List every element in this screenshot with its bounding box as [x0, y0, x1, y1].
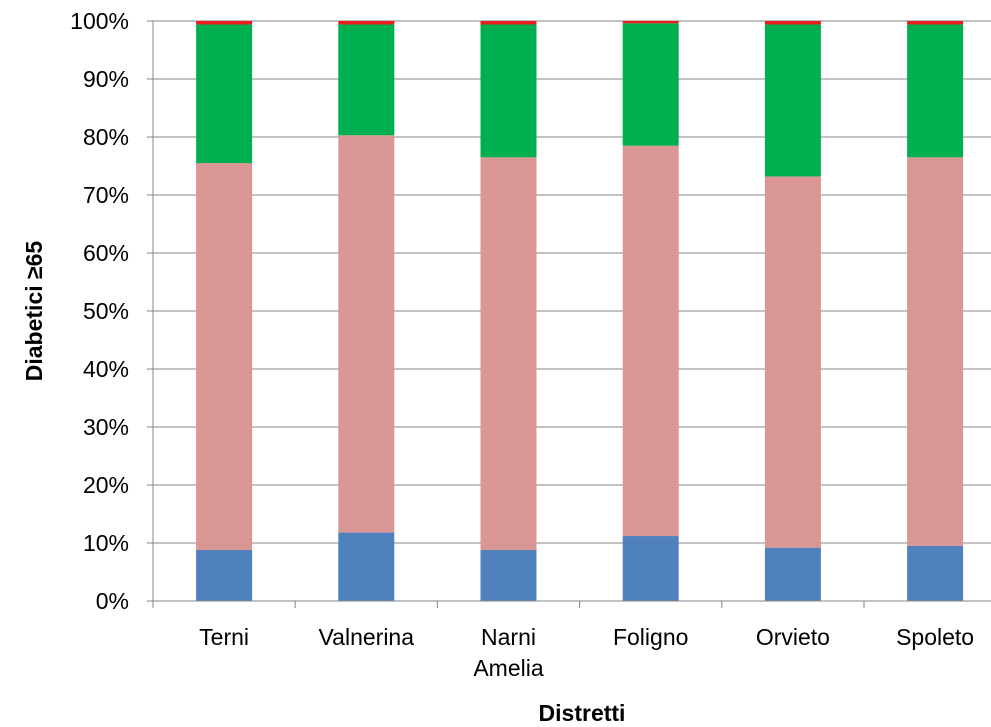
- bar-segment: [622, 23, 679, 146]
- bar-segment: [480, 549, 537, 601]
- bar-segment: [907, 21, 964, 25]
- y-tick-label: 80%: [83, 124, 129, 150]
- y-tick-label: 20%: [83, 472, 129, 498]
- x-tick-label: Foligno: [613, 624, 688, 650]
- x-tick-label: Spoleto: [896, 624, 974, 650]
- y-tick-label: 30%: [83, 414, 129, 440]
- y-axis-title: Diabetici ≥65: [21, 241, 47, 382]
- y-tick-label: 60%: [83, 240, 129, 266]
- bar-segment: [480, 24, 537, 158]
- bar-segment: [764, 24, 821, 177]
- y-tick-label: 0%: [96, 588, 129, 614]
- y-tick-labels: 0% 10% 20% 30% 40% 50% 60% 70% 80% 90% 100%: [70, 8, 129, 614]
- bar-segment: [338, 135, 395, 533]
- bar-segment: [196, 24, 253, 164]
- x-tick-labels: Terni Valnerina Narni Amelia Foligno Orvieto S…: [199, 624, 974, 681]
- axes: [147, 20, 991, 608]
- y-tick-label: 40%: [83, 356, 129, 382]
- bar-segment: [338, 21, 395, 25]
- bar-segment: [764, 547, 821, 601]
- bar-segment: [622, 536, 679, 601]
- x-tick-label: Narni: [481, 624, 536, 650]
- bar-segment: [622, 21, 679, 24]
- bar-segment: [907, 24, 964, 158]
- bar-segment: [480, 21, 537, 25]
- bar-segment: [196, 549, 253, 601]
- bar-segment: [764, 176, 821, 548]
- x-tick-label: Valnerina: [319, 624, 415, 650]
- x-tick-label: Terni: [199, 624, 249, 650]
- y-tick-label: 70%: [83, 182, 129, 208]
- y-tick-label: 90%: [83, 66, 129, 92]
- gridlines: [153, 20, 991, 544]
- bar-segment: [480, 157, 537, 550]
- x-tick-label: Orvieto: [756, 624, 830, 650]
- bar-segment: [196, 163, 253, 550]
- y-tick-label: 100%: [70, 8, 129, 34]
- bar-segment: [196, 21, 253, 25]
- y-tick-label: 50%: [83, 298, 129, 324]
- bar-segment: [907, 545, 964, 601]
- x-axis-title: Distretti: [539, 700, 626, 726]
- bars: [196, 21, 964, 601]
- bar-segment: [622, 145, 679, 537]
- bar-segment: [907, 157, 964, 546]
- y-tick-label: 10%: [83, 530, 129, 556]
- bar-segment: [338, 532, 395, 601]
- bar-segment: [764, 21, 821, 25]
- bar-segment: [338, 24, 395, 136]
- x-tick-label: Amelia: [473, 655, 544, 681]
